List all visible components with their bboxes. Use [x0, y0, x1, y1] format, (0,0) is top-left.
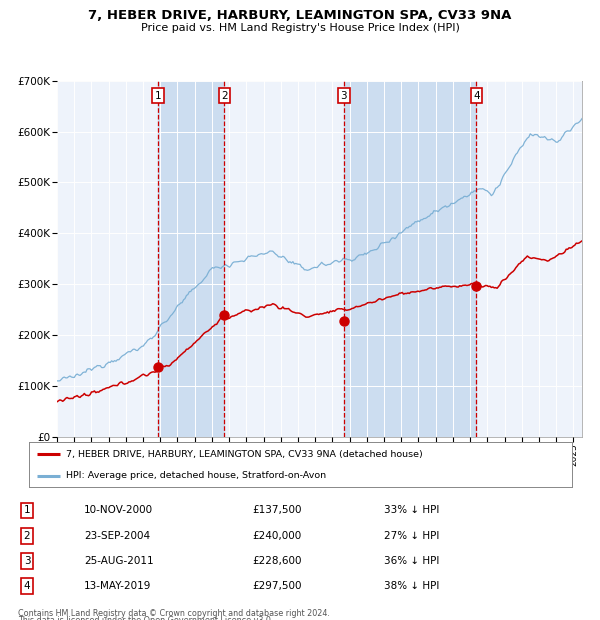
Text: £228,600: £228,600: [252, 556, 302, 566]
Text: 36% ↓ HPI: 36% ↓ HPI: [384, 556, 439, 566]
Text: 3: 3: [23, 556, 31, 566]
Text: 2: 2: [23, 531, 31, 541]
Text: £297,500: £297,500: [252, 581, 302, 591]
Text: 38% ↓ HPI: 38% ↓ HPI: [384, 581, 439, 591]
Text: Price paid vs. HM Land Registry's House Price Index (HPI): Price paid vs. HM Land Registry's House …: [140, 23, 460, 33]
Text: 13-MAY-2019: 13-MAY-2019: [84, 581, 151, 591]
Text: 23-SEP-2004: 23-SEP-2004: [84, 531, 150, 541]
Text: This data is licensed under the Open Government Licence v3.0.: This data is licensed under the Open Gov…: [18, 616, 274, 620]
Text: 3: 3: [340, 91, 347, 101]
Text: £137,500: £137,500: [252, 505, 302, 515]
Text: 10-NOV-2000: 10-NOV-2000: [84, 505, 153, 515]
Bar: [344, 81, 476, 437]
Text: 7, HEBER DRIVE, HARBURY, LEAMINGTON SPA, CV33 9NA: 7, HEBER DRIVE, HARBURY, LEAMINGTON SPA,…: [88, 9, 512, 22]
Text: 4: 4: [473, 91, 480, 101]
Text: 1: 1: [155, 91, 161, 101]
Text: 2: 2: [221, 91, 228, 101]
Text: 1: 1: [23, 505, 31, 515]
Bar: [158, 81, 224, 437]
Text: 33% ↓ HPI: 33% ↓ HPI: [384, 505, 439, 515]
Text: Contains HM Land Registry data © Crown copyright and database right 2024.: Contains HM Land Registry data © Crown c…: [18, 609, 330, 618]
Text: 4: 4: [23, 581, 31, 591]
Text: £240,000: £240,000: [252, 531, 301, 541]
Text: 27% ↓ HPI: 27% ↓ HPI: [384, 531, 439, 541]
Text: 25-AUG-2011: 25-AUG-2011: [84, 556, 154, 566]
Text: HPI: Average price, detached house, Stratford-on-Avon: HPI: Average price, detached house, Stra…: [66, 471, 326, 480]
Text: 7, HEBER DRIVE, HARBURY, LEAMINGTON SPA, CV33 9NA (detached house): 7, HEBER DRIVE, HARBURY, LEAMINGTON SPA,…: [66, 450, 422, 459]
